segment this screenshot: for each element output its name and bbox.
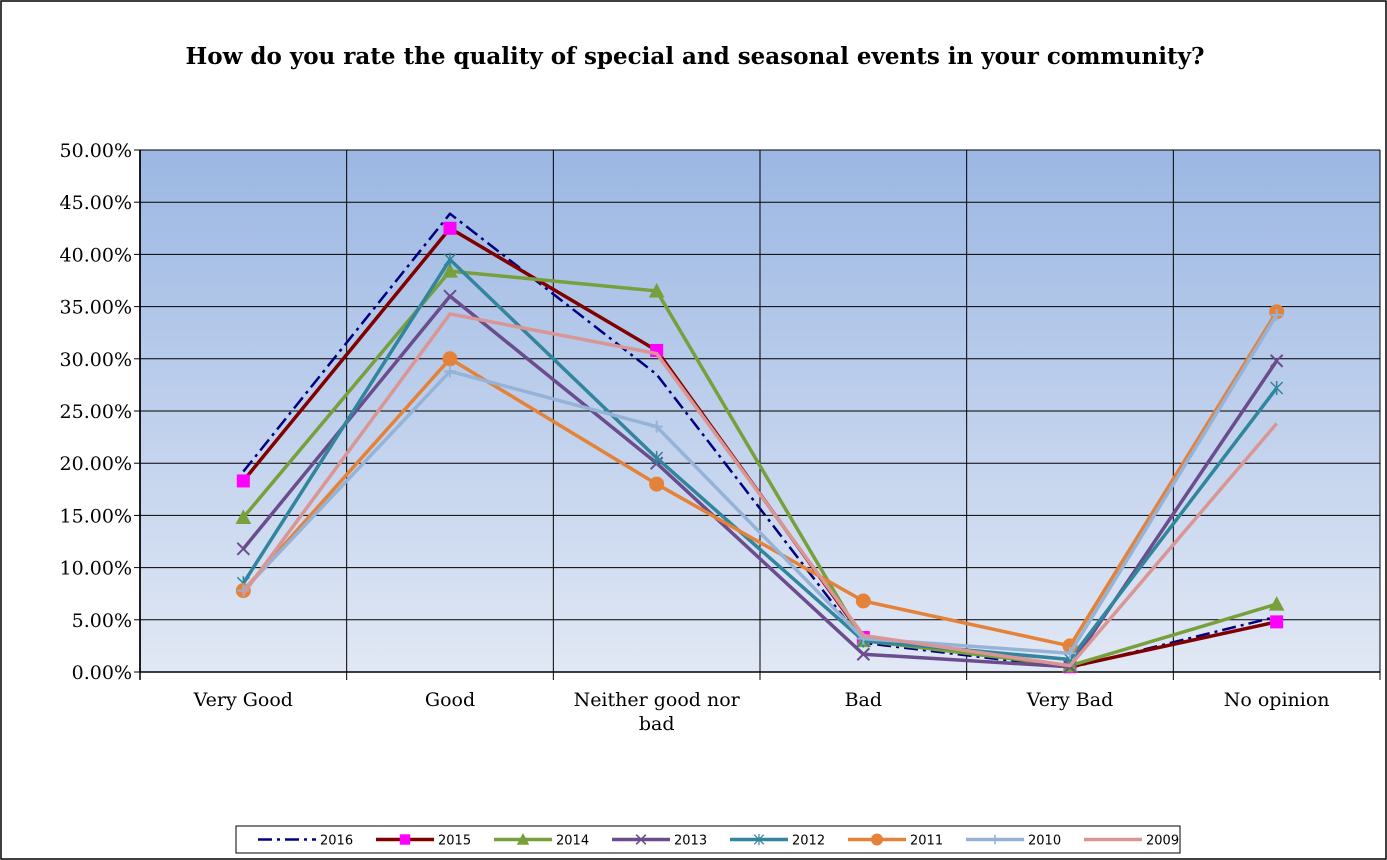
y-tick-label: 30.00%	[60, 349, 132, 371]
y-tick-label: 5.00%	[72, 610, 132, 632]
marker	[443, 289, 457, 303]
legend-marker	[399, 834, 411, 845]
line	[242, 310, 1279, 648]
legend-marker	[753, 833, 765, 846]
marker	[1270, 308, 1283, 321]
x-tick-label: Good	[424, 689, 476, 711]
x-tick-label: Bad	[844, 689, 883, 711]
legend-label: 2015	[438, 834, 471, 849]
y-tick-label: 50.00%	[60, 140, 132, 162]
legend-marker	[516, 833, 530, 845]
chart-title: How do you rate the quality of special a…	[185, 43, 1205, 70]
marker	[236, 542, 251, 556]
marker	[650, 420, 663, 433]
legend-label: 2013	[674, 834, 707, 849]
legend-item: 2012	[730, 834, 825, 849]
x-tick-label: Neither good nor bad	[573, 689, 740, 735]
marker	[235, 509, 252, 524]
legend-marker	[870, 833, 883, 846]
legend-item: 2011	[848, 833, 943, 849]
series	[237, 308, 1283, 660]
marker	[1269, 354, 1284, 368]
marker	[855, 593, 871, 609]
y-tick-label: 35.00%	[60, 297, 132, 319]
legend-item: 2015	[376, 834, 471, 849]
legend-item: 2016	[258, 834, 353, 849]
marker	[236, 474, 250, 488]
series	[241, 312, 1279, 668]
marker	[856, 647, 871, 661]
marker	[443, 252, 457, 267]
legend-label: 2014	[556, 834, 589, 849]
marker	[442, 263, 458, 278]
legend-label: 2011	[910, 834, 943, 849]
x-tick-label: Very Good	[193, 689, 293, 711]
y-tick-label: 0.00%	[72, 662, 132, 684]
marker	[1064, 647, 1076, 660]
x-tick-label: Very Bad	[1026, 689, 1114, 711]
legend-label: 2016	[320, 834, 353, 849]
marker	[1270, 615, 1284, 629]
legend-label: 2010	[1028, 834, 1061, 849]
marker	[650, 450, 664, 465]
legend-label: 2009	[1146, 834, 1179, 849]
legend-item: 2009	[1084, 834, 1179, 849]
marker	[443, 221, 457, 235]
line	[241, 257, 1279, 662]
y-tick-label: 15.00%	[60, 505, 132, 527]
marker	[1268, 596, 1285, 611]
legend-item: 2010	[966, 834, 1061, 849]
y-tick-label: 10.00%	[60, 558, 132, 580]
legend-item: 2014	[494, 833, 589, 849]
y-tick-label: 20.00%	[60, 453, 132, 475]
legend-item: 2013	[612, 834, 707, 849]
marker	[444, 365, 456, 378]
y-tick-label: 40.00%	[60, 244, 132, 266]
line	[242, 314, 1279, 655]
marker	[1270, 381, 1284, 396]
x-tick-label: No opinion	[1223, 689, 1330, 711]
marker	[649, 476, 665, 492]
marker	[648, 282, 665, 298]
marker	[442, 351, 458, 367]
legend-marker	[990, 834, 1000, 845]
legend-label: 2012	[792, 834, 825, 849]
y-tick-label: 25.00%	[60, 401, 132, 423]
legend-marker	[635, 834, 647, 845]
line	[241, 312, 1279, 668]
y-tick-label: 45.00%	[60, 192, 132, 214]
